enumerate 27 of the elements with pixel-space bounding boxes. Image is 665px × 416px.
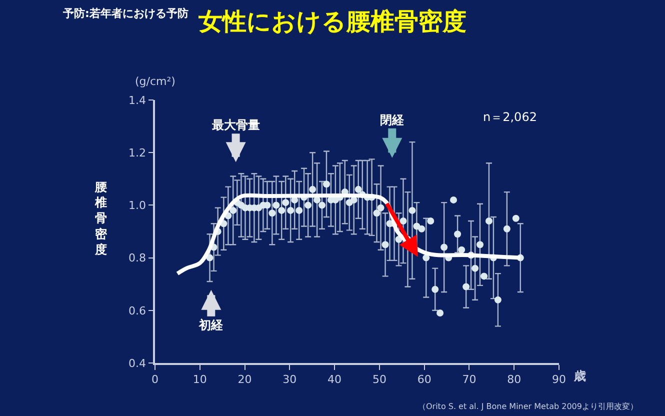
x-tick-label: 0: [152, 372, 158, 386]
annotation: 初経: [198, 318, 224, 332]
y-tick-label: 1.0: [128, 199, 146, 212]
chart-title: 女性における腰椎骨密度: [198, 7, 466, 36]
y-tick-label: 1.4: [128, 94, 146, 107]
x-tick-label: 10: [192, 372, 207, 386]
line-series: [175, 193, 522, 276]
y-tick-label: 0.6: [128, 304, 146, 318]
y-tick-label: 0.4: [128, 356, 146, 370]
chart-subtitle: 予防:若年者における予防: [62, 7, 188, 20]
y-axis-title: 腰椎骨密度: [94, 180, 108, 256]
text: （Orito S. et al. J Bone Miner Metab 2009より引用改変）: [418, 402, 638, 411]
x-axis-title: 歳: [573, 369, 586, 383]
x-tick-label: 50: [372, 372, 386, 386]
y-tick-label: 1.2: [128, 146, 146, 160]
text: (g/cm²): [135, 75, 176, 88]
x-tick-label: 40: [328, 372, 342, 386]
annotation: 閉経: [380, 113, 405, 127]
x-tick-label: 30: [282, 372, 297, 386]
x-tick-label: 90: [552, 372, 566, 386]
y-tick-label: 0.8: [128, 252, 146, 265]
x-tick-label: 70: [462, 372, 476, 386]
annotation: n＝2,062: [483, 110, 537, 124]
x-tick-label: 20: [238, 372, 252, 386]
x-tick-label: 80: [507, 372, 522, 386]
x-tick-label: 60: [417, 372, 432, 386]
annotation: 最大骨量: [211, 118, 260, 132]
